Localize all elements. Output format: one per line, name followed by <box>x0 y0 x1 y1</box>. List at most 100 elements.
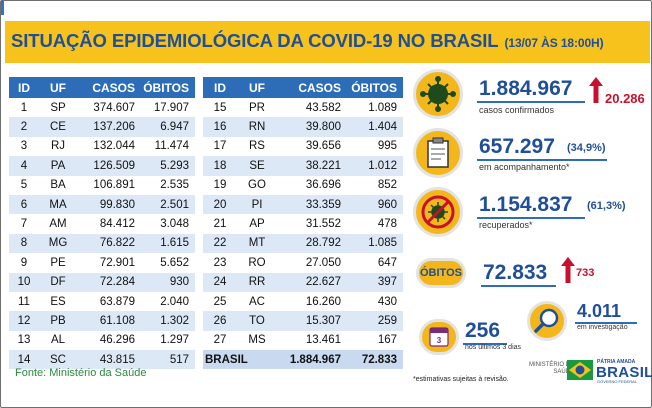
total-cases: 1.884.967 <box>289 353 341 366</box>
last3days-value: 256 <box>465 319 501 342</box>
clipboard-icon <box>413 128 463 178</box>
table-row: 17 RS 39.656 995 <box>203 137 403 156</box>
table-row: 21 AP 31.552 478 <box>203 214 403 233</box>
last3days-underline <box>463 343 507 345</box>
ministry-line1: MINISTÉRIO DA <box>529 362 575 368</box>
cell-cases: 63.879 <box>99 295 135 308</box>
report-timestamp: (13/07 ÀS 18:00H) <box>504 36 604 50</box>
cell-id: 21 <box>213 218 227 231</box>
cell-id: 24 <box>213 276 227 289</box>
cell-id: 6 <box>20 198 28 211</box>
cell-uf: AM <box>49 218 67 231</box>
confirmed-value: 1.884.967 <box>479 77 573 100</box>
cell-deaths: 1.012 <box>368 159 397 172</box>
increase-arrow-icon <box>561 257 575 283</box>
cell-deaths: 259 <box>377 314 397 327</box>
cell-deaths: 517 <box>169 353 189 366</box>
cell-id: 4 <box>20 159 28 172</box>
cell-id: 13 <box>17 334 31 347</box>
confirmed-underline <box>477 101 585 103</box>
cell-id: 11 <box>18 295 30 308</box>
cell-cases: 76.822 <box>99 237 135 250</box>
cell-id: 14 <box>17 353 31 366</box>
cell-cases: 46.296 <box>99 334 135 347</box>
cell-cases: 72.901 <box>99 256 135 269</box>
cell-deaths: 2.501 <box>160 198 189 211</box>
cell-cases: 27.050 <box>305 256 341 269</box>
table-row: 27 MS 13.461 167 <box>203 331 403 350</box>
table-row: 6 MA 99.830 2.501 <box>9 194 195 215</box>
cell-cases: 126.509 <box>93 159 135 172</box>
cell-deaths: 430 <box>377 295 397 308</box>
cell-deaths: 3.048 <box>160 218 189 231</box>
recovered-label: recuperados* <box>479 220 533 230</box>
cell-cases: 31.552 <box>305 218 341 231</box>
total-row: BRASIL 1.884.967 72.833 <box>203 350 403 370</box>
table-row: 24 RR 22.627 397 <box>203 272 403 292</box>
cell-uf: RS <box>249 140 265 153</box>
cell-cases: 22.627 <box>305 276 341 289</box>
cell-uf: RO <box>248 256 266 269</box>
monitoring-underline <box>477 159 607 161</box>
cell-id: 12 <box>17 314 31 327</box>
cell-uf: PA <box>50 159 66 172</box>
cell-uf: AC <box>249 295 265 308</box>
cell-deaths: 1.302 <box>160 314 189 327</box>
col-id: ID <box>214 80 226 95</box>
table-row: 22 MT 28.792 1.085 <box>203 233 403 254</box>
cell-deaths: 1.404 <box>368 121 397 134</box>
cell-id: 5 <box>20 179 28 192</box>
deaths-value: 72.833 <box>483 261 548 284</box>
cell-uf: SP <box>50 101 66 114</box>
col-cases: CASOS <box>92 80 135 95</box>
cell-uf: PB <box>50 314 66 327</box>
cell-id: 26 <box>213 314 227 327</box>
cell-uf: PE <box>50 256 66 269</box>
cell-id: 10 <box>17 276 31 289</box>
cell-cases: 106.891 <box>93 179 135 192</box>
table-header: ID UF CASOS ÓBITOS <box>203 77 403 98</box>
monitoring-value: 657.297 <box>479 135 555 158</box>
cell-deaths: 1.297 <box>160 334 189 347</box>
cell-id: 20 <box>213 198 227 211</box>
confirmed-increase: 20.286 <box>605 91 645 106</box>
cell-deaths: 852 <box>377 179 397 192</box>
cell-id: 8 <box>20 237 28 250</box>
cell-id: 16 <box>213 121 227 134</box>
virus-icon <box>413 69 463 119</box>
cell-deaths: 397 <box>377 276 397 289</box>
cell-uf: RR <box>248 276 266 289</box>
cell-deaths: 1.089 <box>368 101 397 114</box>
calendar-badge: 3 <box>437 336 442 345</box>
cell-id: 25 <box>213 295 227 308</box>
cell-uf: GO <box>248 179 266 192</box>
cell-cases: 28.792 <box>305 237 341 250</box>
table-row: 16 RN 39.800 1.404 <box>203 117 403 137</box>
cell-deaths: 2.040 <box>160 295 189 308</box>
table-row: 9 PE 72.901 5.652 <box>9 253 195 272</box>
recovered-value: 1.154.837 <box>479 193 573 216</box>
investigation-underline <box>575 322 637 324</box>
cell-deaths: 167 <box>377 334 397 347</box>
table-header: ID UF CASOS ÓBITOS <box>9 77 195 98</box>
ministry-logo-text: MINISTÉRIO DA SAÚDE <box>529 362 574 376</box>
cell-uf: ES <box>50 295 66 308</box>
table-row: 14 SC 43.815 517 <box>9 350 195 370</box>
total-label: BRASIL <box>205 353 248 366</box>
cell-id: 9 <box>20 256 28 269</box>
cell-deaths: 2.535 <box>160 179 189 192</box>
cell-id: 23 <box>213 256 227 269</box>
table-row: 26 TO 15.307 259 <box>203 311 403 331</box>
corner-accent <box>1 1 4 15</box>
table-row: 12 PB 61.108 1.302 <box>9 311 195 331</box>
table-row: 5 BA 106.891 2.535 <box>9 176 195 195</box>
ministry-line2: SAÚDE <box>553 369 575 375</box>
cell-deaths: 1.085 <box>368 237 397 250</box>
cell-uf: AP <box>249 218 265 231</box>
cell-uf: PR <box>249 101 265 114</box>
cell-cases: 43.582 <box>305 101 341 114</box>
cell-uf: MS <box>248 334 266 347</box>
last3days-label: nos últimos 3 dias <box>465 344 522 351</box>
investigation-value: 4.011 <box>577 301 622 321</box>
cell-uf: TO <box>249 314 265 327</box>
